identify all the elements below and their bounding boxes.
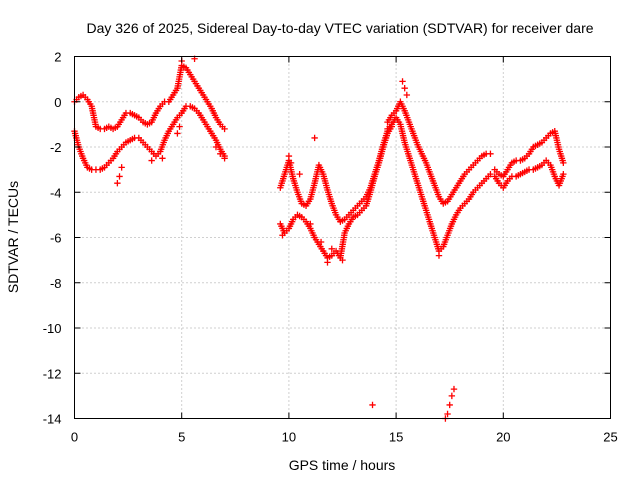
data-point [307,220,314,228]
data-point [285,152,293,160]
data-point [116,173,123,180]
data-point [150,150,158,157]
data-point [435,252,443,259]
data-point [159,155,166,162]
x-tick-label: 5 [178,430,185,445]
x-axis-label: GPS time / hours [289,457,396,473]
x-tick-label: 0 [71,430,78,445]
data-point [217,150,224,157]
data-point [450,385,458,393]
data-point [369,401,376,409]
x-tick-label: 20 [496,430,510,445]
y-tick-label: -8 [50,276,62,291]
x-tick-label: 25 [603,430,617,445]
y-tick-label: -10 [43,321,62,336]
data-point [328,245,335,253]
y-axis-ticks: -14 -12 -10 -8 -6 -4 -2 0 2 [43,50,611,427]
data-point [279,232,286,239]
data-point [118,164,125,171]
data-point [339,256,346,264]
data-point [444,410,451,418]
data-point [221,155,228,162]
x-tick-label: 15 [389,430,403,445]
data-point [399,78,406,85]
data-point [114,180,121,187]
y-tick-label: -2 [50,140,62,155]
data-point [174,130,181,137]
data-point [287,159,295,167]
data-point [560,159,567,167]
x-axis-ticks: 0 5 10 15 20 25 [71,56,618,445]
data-point [487,150,494,157]
data-point [446,401,453,409]
data-point [212,143,220,151]
data-point [403,91,411,99]
y-tick-label: -4 [50,185,62,200]
data-point [317,238,325,246]
chart-title: Day 326 of 2025, Sidereal Day-to-day VTE… [86,20,593,36]
y-tick-label: -12 [43,366,62,381]
data-point [311,134,318,142]
y-tick-label: -6 [50,231,62,246]
data-point [176,123,183,130]
data-point [324,259,331,266]
data-point [296,170,303,178]
data-point [487,170,494,178]
data-point [448,392,456,400]
x-tick-label: 10 [282,430,296,445]
y-tick-label: -14 [43,412,62,427]
y-tick-label: 2 [54,50,61,65]
data-point [560,170,567,178]
data-points [71,55,567,422]
data-point [148,157,155,164]
data-point [221,125,228,133]
y-tick-label: 0 [54,95,61,110]
data-point [401,84,408,92]
y-axis-label: SDTVAR / TECUs [5,181,21,293]
